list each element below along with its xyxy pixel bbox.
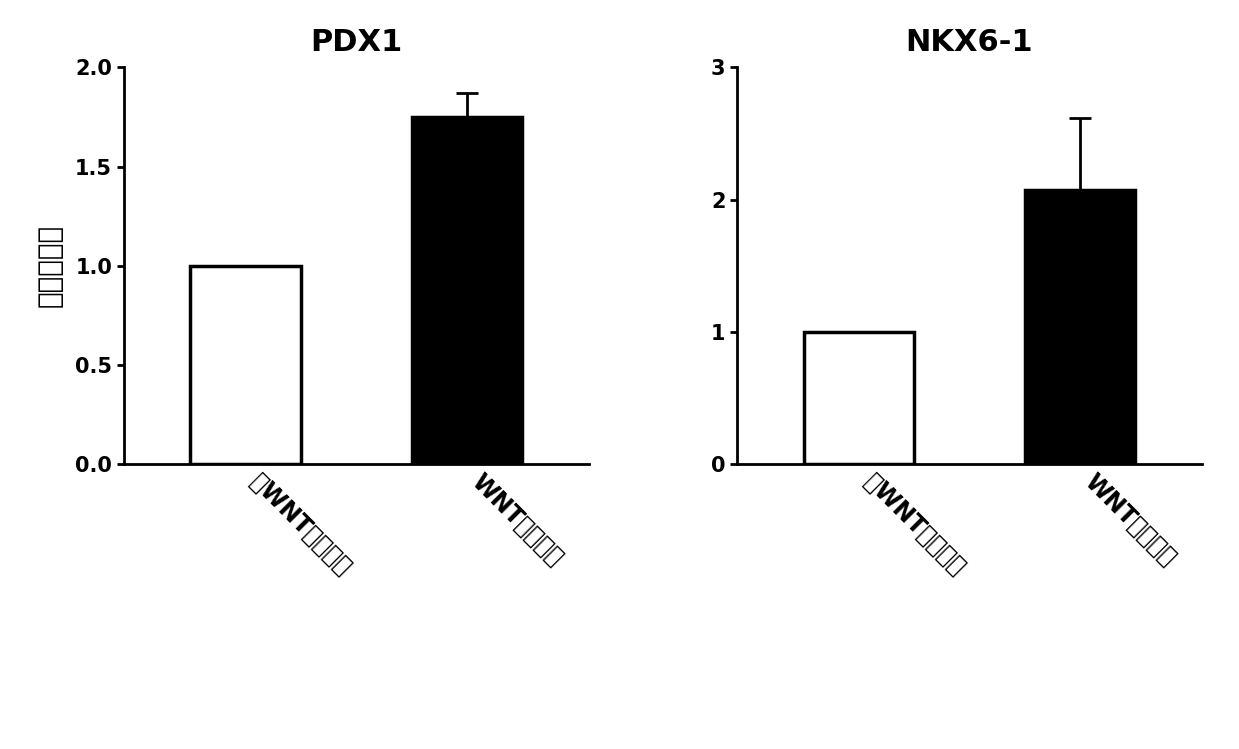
Title: NKX6-1: NKX6-1: [906, 28, 1033, 57]
Bar: [804, 332, 914, 464]
Title: PDX1: PDX1: [310, 28, 403, 57]
Y-axis label: 相对表达量: 相对表达量: [36, 225, 64, 307]
Bar: [1025, 190, 1135, 464]
Bar: [191, 266, 301, 464]
Bar: [411, 117, 522, 464]
